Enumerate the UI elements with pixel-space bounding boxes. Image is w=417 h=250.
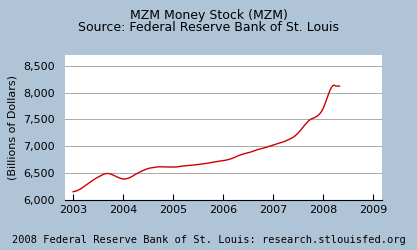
Text: 2008 Federal Reserve Bank of St. Louis: research.stlouisfed.org: 2008 Federal Reserve Bank of St. Louis: …: [12, 235, 405, 245]
Text: Source: Federal Reserve Bank of St. Louis: Source: Federal Reserve Bank of St. Loui…: [78, 21, 339, 34]
Y-axis label: (Billions of Dollars): (Billions of Dollars): [8, 75, 18, 180]
Text: MZM Money Stock (MZM): MZM Money Stock (MZM): [130, 9, 287, 22]
